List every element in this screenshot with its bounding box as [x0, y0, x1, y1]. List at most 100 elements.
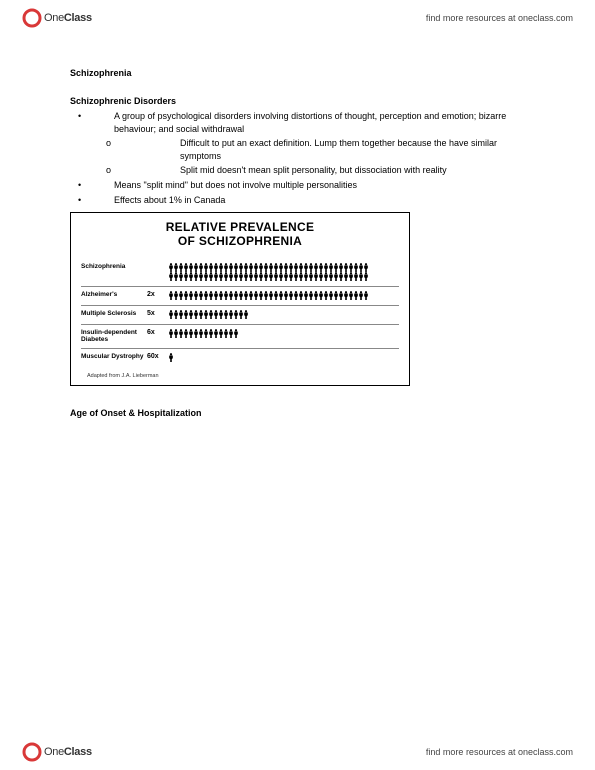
- person-icon: [249, 291, 253, 300]
- person-icon: [364, 272, 368, 281]
- resources-link[interactable]: find more resources at oneclass.com: [426, 747, 573, 757]
- person-icon: [264, 272, 268, 281]
- person-icon: [364, 263, 368, 272]
- person-icon: [169, 310, 173, 319]
- person-icon: [299, 263, 303, 272]
- person-icon: [244, 263, 248, 272]
- person-icon: [239, 310, 243, 319]
- person-icon: [319, 263, 323, 272]
- person-icon: [264, 263, 268, 272]
- chart-title: RELATIVE PREVALENCEOF SCHIZOPHRENIA: [81, 221, 399, 249]
- logo: OneClass: [22, 742, 92, 762]
- person-icon: [229, 263, 233, 272]
- person-icon: [169, 263, 173, 272]
- person-icon: [314, 272, 318, 281]
- person-icon: [344, 272, 348, 281]
- page-header: OneClass find more resources at oneclass…: [0, 0, 595, 36]
- person-icon: [259, 263, 263, 272]
- person-icon: [289, 272, 293, 281]
- person-icon: [214, 291, 218, 300]
- person-icon: [319, 291, 323, 300]
- person-icon: [279, 272, 283, 281]
- person-icon: [294, 272, 298, 281]
- person-icon: [254, 263, 258, 272]
- chart-row: Insulin-dependent Diabetes6x: [81, 324, 399, 348]
- person-icon: [184, 272, 188, 281]
- person-icon: [359, 263, 363, 272]
- person-icon: [354, 263, 358, 272]
- person-icon: [224, 263, 228, 272]
- sub-bullet-list: Difficult to put an exact definition. Lu…: [70, 137, 535, 177]
- resources-link[interactable]: find more resources at oneclass.com: [426, 13, 573, 23]
- person-icon: [189, 329, 193, 338]
- person-icon: [344, 263, 348, 272]
- logo-icon: [22, 742, 42, 762]
- age-onset-heading: Age of Onset & Hospitalization: [70, 408, 535, 418]
- person-icon: [259, 272, 263, 281]
- chart-row: Schizophrenia: [81, 259, 399, 286]
- page-footer: OneClass find more resources at oneclass…: [0, 734, 595, 770]
- person-icon: [194, 329, 198, 338]
- person-icon: [179, 263, 183, 272]
- person-icon: [179, 310, 183, 319]
- prevalence-chart: RELATIVE PREVALENCEOF SCHIZOPHRENIA Schi…: [70, 212, 410, 386]
- person-icon: [244, 310, 248, 319]
- person-icon: [229, 329, 233, 338]
- person-icon: [329, 272, 333, 281]
- chart-row-label: Muscular Dystrophy: [81, 353, 147, 360]
- person-icon: [339, 263, 343, 272]
- person-icon: [194, 263, 198, 272]
- person-icon: [199, 310, 203, 319]
- person-icon: [349, 263, 353, 272]
- person-icon: [184, 310, 188, 319]
- person-icon: [194, 310, 198, 319]
- person-icon: [249, 272, 253, 281]
- person-icon: [204, 329, 208, 338]
- person-icon: [244, 272, 248, 281]
- person-icon: [199, 272, 203, 281]
- person-icon: [169, 291, 173, 300]
- person-icon: [309, 291, 313, 300]
- chart-source: Adapted from J.A. Lieberman: [81, 373, 399, 379]
- person-icon: [169, 272, 173, 281]
- person-icon: [264, 291, 268, 300]
- person-icon: [324, 272, 328, 281]
- person-icon: [349, 291, 353, 300]
- chart-row: Muscular Dystrophy60x: [81, 348, 399, 367]
- person-icon: [199, 291, 203, 300]
- person-icon: [174, 291, 178, 300]
- person-icon: [359, 272, 363, 281]
- person-icon: [269, 291, 273, 300]
- person-icon: [214, 310, 218, 319]
- chart-row-multiplier: 6x: [147, 329, 169, 336]
- person-icon: [344, 291, 348, 300]
- chart-row-label: Alzheimer's: [81, 291, 147, 298]
- person-icon: [294, 291, 298, 300]
- logo-text: OneClass: [44, 746, 92, 758]
- chart-row-multiplier: 2x: [147, 291, 169, 298]
- chart-row-icons: [169, 353, 369, 362]
- doc-title: Schizophrenia: [70, 68, 535, 78]
- person-icon: [219, 272, 223, 281]
- person-icon: [224, 291, 228, 300]
- person-icon: [174, 329, 178, 338]
- section-heading: Schizophrenic Disorders: [70, 96, 535, 106]
- person-icon: [199, 263, 203, 272]
- document-content: Schizophrenia Schizophrenic Disorders A …: [70, 68, 535, 418]
- person-icon: [334, 263, 338, 272]
- person-icon: [169, 353, 173, 362]
- person-icon: [179, 291, 183, 300]
- person-icon: [239, 272, 243, 281]
- person-icon: [279, 263, 283, 272]
- person-icon: [174, 272, 178, 281]
- person-icon: [299, 291, 303, 300]
- person-icon: [204, 263, 208, 272]
- person-icon: [289, 291, 293, 300]
- person-icon: [364, 291, 368, 300]
- person-icon: [309, 263, 313, 272]
- person-icon: [239, 291, 243, 300]
- person-icon: [209, 329, 213, 338]
- person-icon: [244, 291, 248, 300]
- person-icon: [209, 263, 213, 272]
- chart-row: Alzheimer's2x: [81, 286, 399, 305]
